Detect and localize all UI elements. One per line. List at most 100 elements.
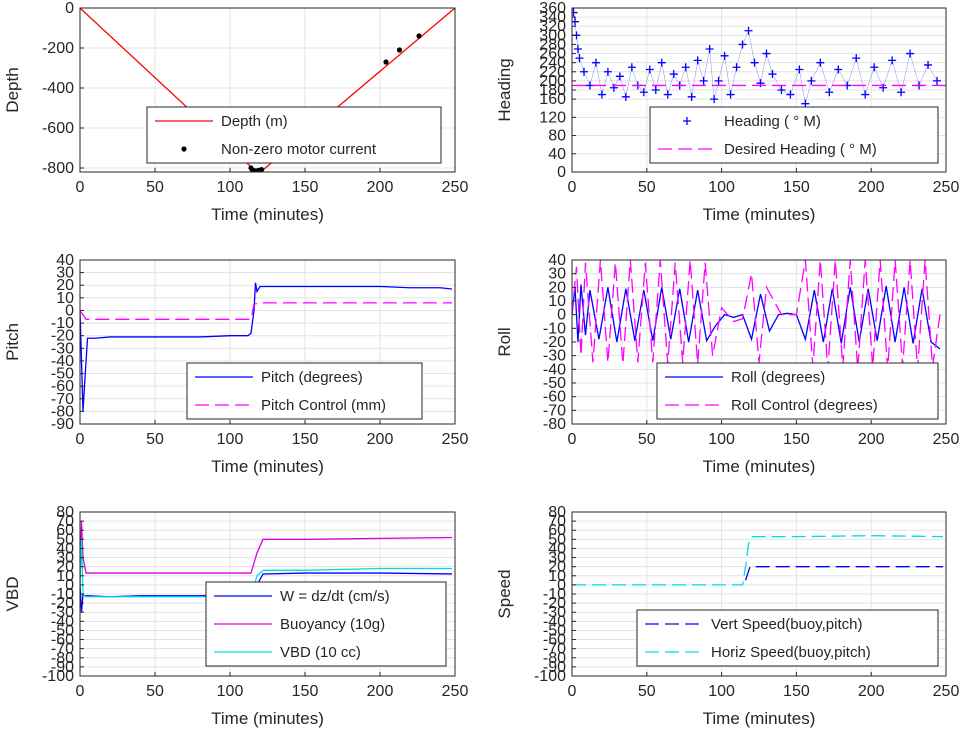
pitch-xtick-label: 100	[217, 431, 244, 448]
roll-series-1-line	[572, 260, 941, 370]
pitch-xtick-label: 150	[292, 431, 319, 448]
heading-series-0-marker	[807, 76, 816, 85]
pitch-ytick-label: -10	[51, 315, 74, 332]
pitch-ytick-label: 10	[56, 290, 74, 307]
heading-series-0-marker	[627, 63, 636, 72]
roll-xtick-label: 100	[708, 431, 735, 448]
speed-ytick-label: -60	[543, 632, 566, 649]
heading-xtick-label: 50	[638, 179, 656, 196]
heading-ytick-label: 300	[539, 27, 566, 44]
heading-series-0-marker	[762, 49, 771, 58]
heading-legend: Heading ( ° M) Desired Heading ( ° M)	[649, 106, 939, 164]
vbd-ytick-label: -50	[51, 622, 74, 639]
pitch-series-1-line	[80, 302, 452, 320]
heading-xtick-label: 100	[708, 179, 735, 196]
vbd-ytick-label: 70	[56, 513, 74, 530]
heading-series-0-marker	[579, 67, 588, 76]
depth-ylabel: Depth	[3, 67, 22, 112]
heading-series-0-marker	[861, 90, 870, 99]
vbd-ytick-label: -80	[51, 650, 74, 667]
heading-series-0-marker	[687, 92, 696, 101]
pitch-axes-box	[79, 259, 456, 425]
speed-ytick-label: -30	[543, 604, 566, 621]
pitch-xlabel: Time (minutes)	[211, 457, 324, 476]
heading-series-0-marker	[681, 63, 690, 72]
pitch-ytick-label: -40	[51, 353, 74, 370]
heading-xtick-label: 250	[933, 179, 960, 196]
heading-chart: 0 50 100 150 200 2500408012016018020022024026…	[495, 0, 959, 224]
vbd-ytick-label: -100	[42, 668, 74, 685]
vbd-ylabel: VBD	[3, 577, 22, 612]
speed-ytick-label: -70	[543, 641, 566, 658]
vbd-xtick-label: 200	[367, 683, 394, 700]
depth-xtick-label: 150	[292, 179, 319, 196]
vbd-ytick-label: -20	[51, 595, 74, 612]
depth-xtick-label: 100	[217, 179, 244, 196]
vbd-ytick-label: -40	[51, 613, 74, 630]
heading-series-0-marker	[786, 90, 795, 99]
vbd-ytick-label: -10	[51, 586, 74, 603]
vbd-chart: 0 50 100 150 200 25080706050403020100-10-20-3…	[3, 504, 468, 728]
roll-xtick-label: 150	[783, 431, 810, 448]
roll-series-group	[572, 260, 941, 370]
pitch-xtick-label: 0	[76, 431, 85, 448]
pitch-ytick-label: 30	[56, 265, 74, 282]
heading-series-0-marker	[738, 40, 747, 49]
vbd-xtick-label: 0	[76, 683, 85, 700]
speed-xtick-label: 0	[568, 683, 577, 700]
vbd-ytick-label: -90	[51, 659, 74, 676]
heading-series-0-marker	[669, 70, 678, 79]
heading-legend-label: Desired Heading ( ° M)	[724, 141, 877, 158]
speed-ytick-label: 40	[548, 540, 566, 557]
roll-xtick-label: 200	[858, 431, 885, 448]
pitch-legend-label: Pitch Control (mm)	[261, 397, 386, 414]
pitch-ytick-label: -30	[51, 340, 74, 357]
pitch-ytick-label: 20	[56, 277, 74, 294]
heading-series-0-marker	[651, 86, 660, 94]
heading-series-0-marker	[906, 49, 915, 58]
heading-ytick-label: 220	[539, 64, 566, 81]
pitch-legend-label: Pitch (degrees)	[261, 369, 363, 386]
roll-ytick-label: -50	[543, 375, 566, 392]
depth-legend-box	[146, 106, 442, 164]
heading-series-0-marker	[591, 58, 600, 67]
vbd-legend-label: Buoyancy (10g)	[280, 616, 385, 633]
speed-legend-label: Vert Speed(buoy,pitch)	[711, 616, 862, 633]
roll-ytick-label: -60	[543, 389, 566, 406]
vbd-xtick-label: 50	[146, 683, 164, 700]
pitch-ytick-label: -50	[51, 366, 74, 383]
pitch-ytick-label: 40	[56, 252, 74, 269]
roll-ytick-label: -30	[543, 348, 566, 365]
heading-series-0-marker	[621, 92, 630, 101]
speed-ytick-label: -10	[543, 586, 566, 603]
depth-axes-box	[79, 7, 456, 173]
pitch-ytick-label: -60	[51, 378, 74, 395]
heading-series-0-marker	[720, 51, 729, 60]
heading-series-0-marker	[768, 70, 777, 79]
depth-legend-swatch	[181, 146, 187, 152]
depth-ytick-label: -800	[42, 160, 74, 177]
heading-xtick-label: 0	[568, 179, 577, 196]
depth-ytick-label: -600	[42, 120, 74, 137]
roll-xtick-label: 0	[568, 431, 577, 448]
depth-xtick-label: 50	[146, 179, 164, 196]
vbd-legend-label: W = dz/dt (cm/s)	[280, 588, 390, 605]
roll-xtick-label: 50	[638, 431, 656, 448]
heading-ytick-label: 360	[539, 0, 566, 17]
speed-ytick-label: 30	[548, 550, 566, 567]
heading-series-0-marker	[710, 95, 719, 104]
speed-legend: Vert Speed(buoy,pitch) Horiz Speed(buoy,p…	[636, 609, 939, 667]
speed-ytick-label: 0	[557, 577, 566, 594]
heading-series-0-marker	[816, 58, 825, 67]
speed-series-1-line	[572, 535, 944, 586]
roll-xlabel: Time (minutes)	[703, 457, 816, 476]
pitch-series-0-line	[80, 282, 453, 412]
depth-legend-label: Non-zero motor current	[221, 141, 377, 158]
pitch-chart: 0 50 100 150 200 250403020100-10-20-30-40-50-…	[3, 252, 468, 476]
pitch-ytick-label: -80	[51, 403, 74, 420]
depth-xtick-label: 200	[367, 179, 394, 196]
speed-ytick-label: 50	[548, 531, 566, 548]
heading-ytick-label: 0	[557, 164, 566, 181]
depth-series-1-point	[258, 167, 265, 172]
